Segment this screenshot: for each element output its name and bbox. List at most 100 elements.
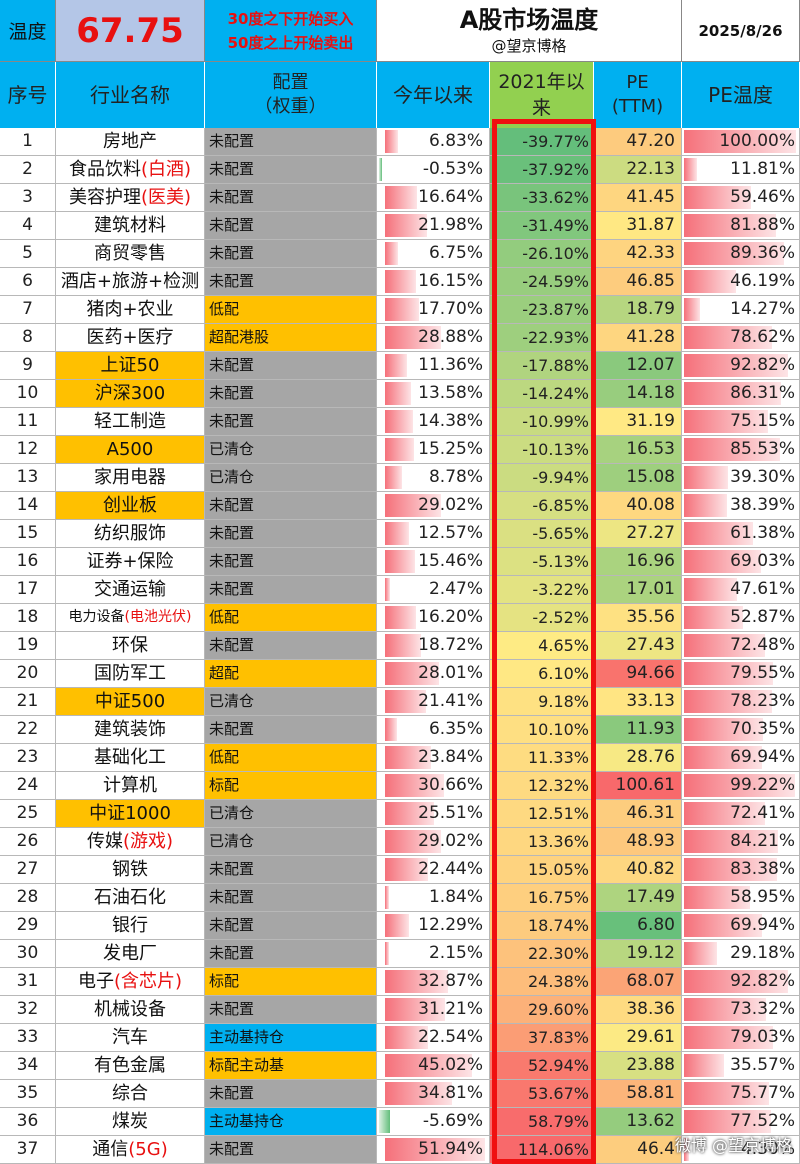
ytd-bar bbox=[385, 186, 417, 209]
since-2021-return: 58.79% bbox=[490, 1108, 594, 1136]
ytd-return: 32.87% bbox=[377, 968, 490, 996]
pe-temperature: 77.52% bbox=[682, 1108, 800, 1136]
ytd-return: 22.44% bbox=[377, 856, 490, 884]
pe-temperature-bar bbox=[684, 802, 765, 825]
table-row: 12 A500 已清仓 15.25% -10.13% 16.53 85.53% bbox=[0, 436, 800, 464]
pe-temperature-value: 100.00% bbox=[719, 131, 795, 151]
watermark: 微博 @望京博格 bbox=[674, 1136, 792, 1155]
industry-name: 食品饮料(白酒) bbox=[56, 156, 205, 184]
since-2021-return: -10.99% bbox=[490, 408, 594, 436]
pe-temperature-bar bbox=[684, 438, 780, 461]
pe-temperature-bar bbox=[684, 914, 762, 937]
ytd-value: 30.66% bbox=[418, 775, 483, 795]
ytd-return: 17.70% bbox=[377, 296, 490, 324]
pe-temperature-bar bbox=[684, 886, 750, 909]
ytd-value: 15.25% bbox=[418, 439, 483, 459]
industry-name: 证券+保险 bbox=[56, 548, 205, 576]
ytd-bar bbox=[385, 830, 441, 853]
since-2021-return: -39.77% bbox=[490, 128, 594, 156]
config-status: 未配置 bbox=[205, 856, 377, 884]
ytd-bar bbox=[385, 662, 439, 685]
ytd-value: 12.29% bbox=[418, 915, 483, 935]
industry-name: 猪肉+农业 bbox=[56, 296, 205, 324]
pe-temperature: 52.87% bbox=[682, 604, 800, 632]
industry-highlight: (5G) bbox=[128, 1139, 168, 1160]
industry-name: 传媒(游戏) bbox=[56, 828, 205, 856]
config-status: 未配置 bbox=[205, 912, 377, 940]
ytd-bar bbox=[385, 998, 445, 1021]
pe-temperature: 75.77% bbox=[682, 1080, 800, 1108]
pe-temperature: 11.81% bbox=[682, 156, 800, 184]
config-status: 主动基持仓 bbox=[205, 1024, 377, 1052]
ytd-bar bbox=[385, 970, 448, 993]
ytd-value: 51.94% bbox=[418, 1139, 483, 1159]
row-index: 22 bbox=[0, 716, 56, 744]
pe-ttm: 46.31 bbox=[594, 800, 682, 828]
table-row: 32 机械设备 未配置 31.21% 29.60% 38.36 73.32% bbox=[0, 996, 800, 1024]
industry-name-text: 家用电器 bbox=[94, 467, 166, 488]
industry-name: 机械设备 bbox=[56, 996, 205, 1024]
pe-ttm: 33.13 bbox=[594, 688, 682, 716]
ytd-return: 2.15% bbox=[377, 940, 490, 968]
pe-temperature-bar bbox=[684, 830, 778, 853]
config-status: 标配 bbox=[205, 968, 377, 996]
config-status: 低配 bbox=[205, 744, 377, 772]
industry-name-text: 发电厂 bbox=[103, 943, 157, 964]
pe-temperature-bar bbox=[684, 606, 743, 629]
column-headers: 序号 行业名称 配置 （权重） 今年以来 2021年以 来 PE (TTM) P… bbox=[0, 62, 800, 128]
table-row: 33 汽车 主动基持仓 22.54% 37.83% 29.61 79.03% bbox=[0, 1024, 800, 1052]
industry-name: A500 bbox=[56, 436, 205, 464]
pe-ttm: 27.27 bbox=[594, 520, 682, 548]
ytd-bar bbox=[385, 634, 421, 657]
table-row: 28 石油石化 未配置 1.84% 16.75% 17.49 58.95% bbox=[0, 884, 800, 912]
pe-ttm: 42.33 bbox=[594, 240, 682, 268]
config-status: 未配置 bbox=[205, 548, 377, 576]
table-row: 27 钢铁 未配置 22.44% 15.05% 40.82 83.38% bbox=[0, 856, 800, 884]
pe-ttm: 41.28 bbox=[594, 324, 682, 352]
since-2021-return: -6.85% bbox=[490, 492, 594, 520]
ytd-value: 8.78% bbox=[428, 467, 483, 487]
industry-name-text: 纺织服饰 bbox=[94, 523, 166, 544]
col-since-2021-line2: 来 bbox=[531, 97, 551, 119]
ytd-value: 25.51% bbox=[418, 803, 483, 823]
ytd-return: 51.94% bbox=[377, 1136, 490, 1164]
ytd-return: 21.41% bbox=[377, 688, 490, 716]
col-config: 配置 （权重） bbox=[205, 62, 377, 128]
pe-temperature: 14.27% bbox=[682, 296, 800, 324]
pe-temperature: 29.18% bbox=[682, 940, 800, 968]
ytd-value: 13.58% bbox=[418, 383, 483, 403]
industry-name-text: 基础化工 bbox=[94, 747, 166, 768]
ytd-return: 15.25% bbox=[377, 436, 490, 464]
ytd-bar bbox=[385, 270, 416, 293]
industry-name-text: 猪肉+农业 bbox=[86, 299, 174, 320]
config-status: 未配置 bbox=[205, 212, 377, 240]
industry-name: 中证500 bbox=[56, 688, 205, 716]
ytd-return: -5.69% bbox=[377, 1108, 490, 1136]
pe-temperature-bar bbox=[684, 130, 796, 153]
ytd-value: 29.02% bbox=[418, 495, 483, 515]
industry-name: 轻工制造 bbox=[56, 408, 205, 436]
ytd-value: 16.64% bbox=[418, 187, 483, 207]
pe-temperature-value: 73.32% bbox=[730, 999, 795, 1019]
ytd-bar bbox=[385, 774, 444, 797]
ytd-bar bbox=[385, 550, 415, 573]
since-2021-return: 37.83% bbox=[490, 1024, 594, 1052]
pe-temperature: 86.31% bbox=[682, 380, 800, 408]
since-2021-return: -17.88% bbox=[490, 352, 594, 380]
pe-temperature-bar bbox=[684, 578, 737, 601]
ytd-value: 2.15% bbox=[428, 943, 483, 963]
pe-temperature-value: 52.87% bbox=[730, 607, 795, 627]
row-index: 10 bbox=[0, 380, 56, 408]
industry-name-text: 计算机 bbox=[103, 775, 157, 796]
industry-highlight: (医美) bbox=[140, 187, 192, 208]
pe-ttm: 22.13 bbox=[594, 156, 682, 184]
config-status: 未配置 bbox=[205, 128, 377, 156]
ytd-value: 17.70% bbox=[418, 299, 483, 319]
pe-temperature-bar bbox=[684, 354, 788, 377]
pe-temperature-bar bbox=[684, 382, 781, 405]
rule-buy: 30度之下开始买入 bbox=[227, 10, 354, 28]
ytd-value: 6.83% bbox=[428, 131, 483, 151]
config-status: 未配置 bbox=[205, 408, 377, 436]
ytd-value: 11.36% bbox=[418, 355, 483, 375]
pe-temperature-value: 78.23% bbox=[730, 691, 795, 711]
